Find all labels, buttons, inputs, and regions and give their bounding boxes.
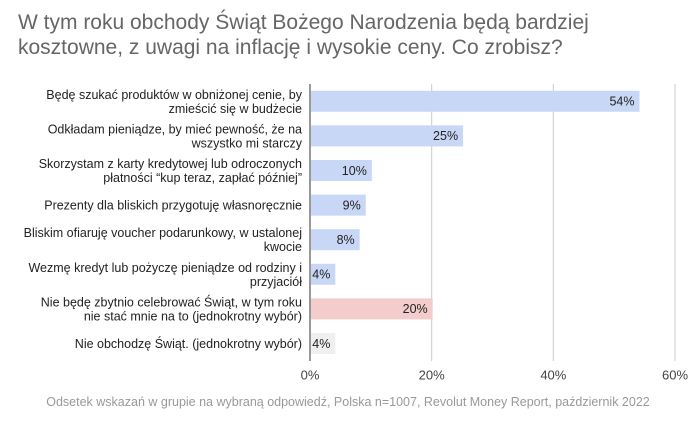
category-label: Wezmę kredyt lub pożyczę pieniądze od ro… <box>28 261 302 289</box>
category-label: Bliskim ofiaruję voucher podarunkowy, w … <box>24 226 302 254</box>
x-axis-ticks: 0% 20% 40% 60% <box>301 368 689 383</box>
source-footnote: Odsetek wskazań w grupie na wybraną odpo… <box>46 395 650 409</box>
x-tick-label: 40% <box>540 368 566 383</box>
chart-title: W tym roku obchody Świąt Bożego Narodzen… <box>18 11 589 59</box>
bar-6 <box>311 298 433 320</box>
bar-1 <box>311 125 464 147</box>
value-labels: 54% 25% 10% 9% 8% 4% 20% 4% <box>312 95 634 351</box>
category-labels: Będę szukać produktów w obniżonej cenie,… <box>24 88 303 351</box>
bar-7 <box>311 333 336 354</box>
value-label: 54% <box>609 95 634 109</box>
value-label: 4% <box>312 337 330 351</box>
x-tick-label: 0% <box>301 368 320 383</box>
category-label: Będę szukać produktów w obniżonej cenie,… <box>46 88 302 116</box>
bar-2 <box>311 160 372 181</box>
value-label: 20% <box>403 302 428 316</box>
bar-3 <box>311 194 366 216</box>
category-label: Odkładam pieniądze, by mieć pewność, że … <box>48 122 303 150</box>
x-tick-label: 20% <box>419 368 445 383</box>
x-tick-label: 60% <box>662 368 688 383</box>
category-label: Nie obchodzę Świąt. (jednokrotny wybór) <box>75 336 302 351</box>
category-label: Prezenty dla bliskich przygotuję własnor… <box>44 199 302 213</box>
bar-5 <box>311 263 336 285</box>
value-label: 9% <box>343 198 361 212</box>
value-label: 8% <box>337 233 355 247</box>
value-label: 25% <box>433 129 458 143</box>
category-label: Skorzystam z karty kredytowej lub odrocz… <box>39 157 302 185</box>
category-label: Nie będę zbytnio celebrować Świąt, w tym… <box>41 294 302 323</box>
bars <box>311 90 640 354</box>
value-label: 4% <box>312 268 330 282</box>
bar-0 <box>311 90 640 112</box>
value-label: 10% <box>342 164 367 178</box>
bar-4 <box>311 229 360 251</box>
